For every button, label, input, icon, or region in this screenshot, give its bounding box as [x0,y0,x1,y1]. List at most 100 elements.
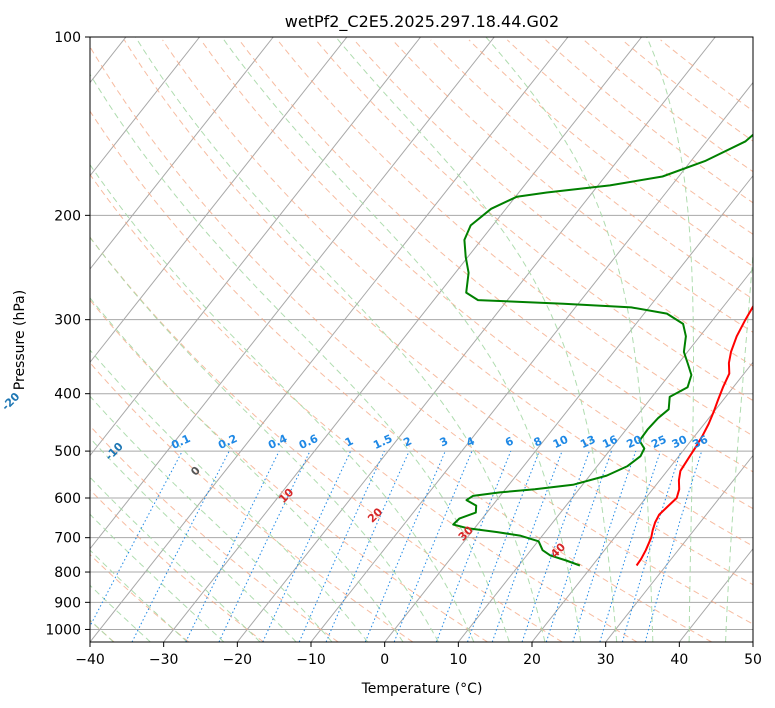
mixing-ratio-line [491,450,563,642]
dry-adiabat-line [90,553,190,642]
mixing-ratio-label: 10 [551,433,571,451]
dry-adiabat-label: 10 [276,486,296,506]
dry-adiabat-line [277,39,753,437]
dry-adiabat-line [90,45,753,625]
moist-adiabat-line [90,584,151,642]
mixing-ratio-label: 0.4 [266,432,289,452]
dry-adiabat-line [90,236,563,642]
dry-adiabat-line [392,39,753,333]
moist-adiabat-line [335,37,618,642]
dry-adiabat-line [200,39,753,510]
mixing-ratio-line [364,450,446,642]
mixing-ratio-label: 16 [600,433,620,451]
isotherm-line [90,37,422,457]
moist-adiabat-line [646,37,694,642]
mixing-ratio-line [393,450,473,642]
isotherm-line [163,37,643,642]
mixing-ratio-label: 1.5 [371,432,394,452]
mixing-ratio-label: 2 [401,434,413,449]
mixing-ratio-label: 0.6 [297,432,320,452]
mixing-ratio-label: 6 [503,434,516,449]
moist-adiabat-line [90,236,439,642]
dry-adiabat-line [162,39,753,547]
dry-adiabat-line [238,39,753,473]
mixing-ratio-line [435,450,512,642]
mixing-ratio-line [185,450,280,642]
mixing-ratio-label: 36 [691,433,711,451]
dry-adiabat-line [621,39,753,142]
isotherm-line [605,454,753,642]
mixing-ratio-line [521,450,590,642]
mixing-ratio-line [599,450,661,642]
isotherm-line [90,37,495,550]
y-tick-label: 800 [54,565,81,581]
x-tick-label: −40 [75,652,105,668]
moist-adiabat-line [90,549,188,642]
mixing-ratio-line [545,450,612,642]
x-tick-label: −10 [296,652,326,668]
chart-title: wetPf2_C2E5.2025.297.18.44.G02 [285,12,559,32]
y-axis-label: Pressure (hPa) [12,290,28,390]
mixing-ratio-label: 20 [625,433,645,451]
moist-adiabat-line [221,37,582,642]
x-tick-label: 10 [449,652,467,668]
mixing-ratio-label: 13 [578,433,597,451]
moist-adiabat-line [90,476,261,642]
mixing-ratio-label: 0.2 [216,432,239,452]
dry-adiabat-line [660,39,753,112]
dewpoint-profile-line [452,133,753,567]
plot-area [90,37,753,642]
axis-ticks: −40 −30 −20 −10 0 10 20 30 40 5010009008007006005… [45,30,762,668]
y-tick-label: 900 [54,595,81,611]
moist-adiabat-line [90,163,475,642]
isotherm-line [90,37,274,270]
dry-adiabat-label: 20 [365,505,385,525]
mixing-ratio-line [621,450,682,642]
mixing-ratio-line [325,450,410,642]
moist-adiabat-line [90,513,225,642]
x-tick-label: −30 [149,652,179,668]
y-tick-label: 500 [54,444,81,460]
dry-adiabat-line [315,39,753,402]
moist-adiabat-line [90,73,510,642]
mixing-ratio-label: 1 [343,434,355,449]
dry-adiabat-line [123,39,753,586]
line-labels: 0.10.20.40.611.52346810131620253036-100-… [0,390,711,561]
mixing-ratio-label: 3 [438,434,450,449]
dry-adiabat-line [90,425,339,642]
moist-adiabat-line [485,37,654,642]
y-tick-label: 300 [54,313,81,329]
isotherm-line [236,37,716,642]
isotherm-line [90,37,201,177]
mixing-ratio-line [298,450,385,642]
dry-adiabat-line [468,39,753,267]
y-tick-label: 700 [54,531,81,547]
x-tick-label: 30 [597,652,615,668]
dry-adiabat-line [545,39,753,204]
dry-adiabat-line [90,173,638,642]
moist-adiabat-line [90,297,404,642]
dry-adiabat-line [90,299,488,642]
isotherm-line [752,641,753,642]
y-tick-label: 1000 [45,622,81,638]
mixing-ratio-line [90,450,183,628]
isotherm-line [90,37,569,642]
isotherm-line [90,37,348,364]
moist-adiabat-line [135,37,546,642]
dry-adiabat-label: 0 [188,464,203,479]
dry-adiabat-line [90,110,712,642]
y-tick-label: 600 [54,491,81,507]
moist-adiabat-line [725,247,753,642]
x-tick-label: −20 [223,652,253,668]
mixing-ratio-line [131,450,230,642]
mixing-ratio-label: 25 [649,433,668,451]
x-tick-label: 20 [523,652,541,668]
dry-adiabat-line [90,361,414,642]
moist-adiabat-line [90,395,333,642]
mixing-ratio-line [572,450,637,642]
mixing-ratio-line [644,450,703,642]
dry-adiabat-label: -20 [0,390,23,413]
plot-frame [89,36,754,643]
mixing-ratio-line [262,450,352,642]
